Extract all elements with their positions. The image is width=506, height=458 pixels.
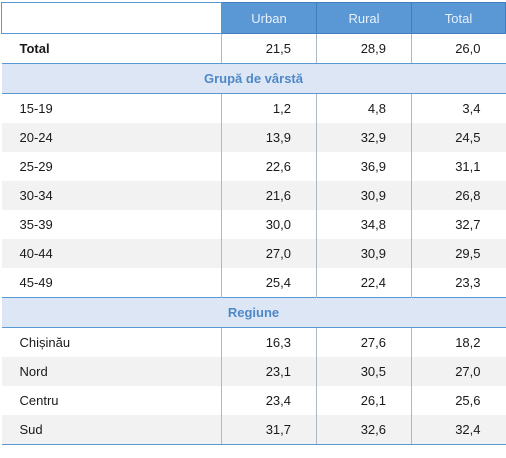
cell-total: 32,7 [411, 210, 506, 239]
cell-rural: 26,1 [316, 386, 412, 415]
cell-total: 23,3 [411, 268, 506, 298]
cell-rural: 27,6 [316, 327, 412, 357]
table-row: 40-44 27,0 30,9 29,5 [1, 239, 506, 268]
cell-urban: 1,2 [221, 93, 317, 123]
table-row: 25-29 22,6 36,9 31,1 [2, 152, 506, 181]
table-row: Nord 23,1 30,5 27,0 [1, 357, 506, 386]
cell-total: 26,8 [411, 181, 506, 210]
row-label: 20-24 [1, 123, 222, 152]
table-row: Chișinău 16,3 27,6 18,2 [2, 327, 506, 357]
cell-urban: 30,0 [221, 210, 317, 239]
cell-total: 27,0 [411, 357, 506, 386]
row-label: Total [1, 33, 222, 64]
table-row: 20-24 13,9 32,9 24,5 [1, 123, 506, 152]
section-title: Regiune [1, 297, 506, 328]
header-rural: Rural [316, 2, 412, 34]
row-label: Nord [1, 357, 222, 386]
row-label: 25-29 [19, 159, 53, 174]
cell-urban: 23,4 [221, 386, 317, 415]
cell-rural: 22,4 [316, 268, 412, 298]
cell-rural: 28,9 [316, 33, 412, 64]
row-label: Sud [1, 415, 222, 445]
total-row: Total 21,5 28,9 26,0 [1, 33, 506, 64]
cell-total: 29,5 [411, 239, 506, 268]
table-row: Sud 31,7 32,6 32,4 [1, 415, 506, 445]
section-title: Grupă de vârstă [1, 63, 506, 94]
cell-rural: 34,8 [316, 210, 412, 239]
cell-rural: 30,9 [316, 181, 412, 210]
section-header-region: Regiune [1, 297, 506, 328]
cell-urban: 27,0 [221, 239, 317, 268]
cell-total: 3,4 [411, 93, 506, 123]
cell-urban: 31,7 [221, 415, 317, 445]
cell-urban: 25,4 [221, 268, 317, 298]
cell-rural: 30,5 [316, 357, 412, 386]
cell-rural: 4,8 [316, 93, 412, 123]
header-total: Total [411, 2, 506, 34]
header-blank-cell [1, 2, 222, 34]
cell-rural: 32,9 [316, 123, 412, 152]
cell-total: 32,4 [411, 415, 506, 445]
table-row: 35-39 30,0 34,8 32,7 [2, 210, 506, 239]
cell-urban: 22,6 [221, 152, 317, 181]
table-container: Urban Rural Total Total 21,5 28,9 26,0 G… [1, 2, 506, 445]
cell-urban: 21,5 [221, 33, 317, 64]
cell-rural: 32,6 [316, 415, 412, 445]
cell-total: 18,2 [411, 327, 506, 357]
row-label: 40-44 [1, 239, 222, 268]
cell-rural: 36,9 [316, 152, 412, 181]
table-row: 30-34 21,6 30,9 26,8 [1, 181, 506, 210]
table-row: 15-19 1,2 4,8 3,4 [2, 93, 506, 123]
cell-urban: 16,3 [221, 327, 317, 357]
header-row: Urban Rural Total [1, 2, 506, 34]
cell-total: 26,0 [411, 33, 506, 64]
table-row: Centru 23,4 26,1 25,6 [2, 386, 506, 415]
table-row: 45-49 25,4 22,4 23,3 [2, 268, 506, 298]
row-label: Chișinău [19, 335, 71, 350]
cell-total: 25,6 [411, 386, 506, 415]
cell-total: 31,1 [411, 152, 506, 181]
cell-total: 24,5 [411, 123, 506, 152]
row-label: 45-49 [19, 275, 53, 290]
cell-rural: 30,9 [316, 239, 412, 268]
cell-urban: 13,9 [221, 123, 317, 152]
row-label: 35-39 [19, 217, 53, 232]
cell-urban: 21,6 [221, 181, 317, 210]
cell-urban: 23,1 [221, 357, 317, 386]
row-label: Centru [19, 393, 59, 408]
data-table: Urban Rural Total Total 21,5 28,9 26,0 G… [1, 2, 506, 445]
header-urban: Urban [221, 2, 317, 34]
row-label: 15-19 [19, 101, 53, 116]
row-label: 30-34 [1, 181, 222, 210]
section-header-age: Grupă de vârstă [1, 63, 506, 94]
